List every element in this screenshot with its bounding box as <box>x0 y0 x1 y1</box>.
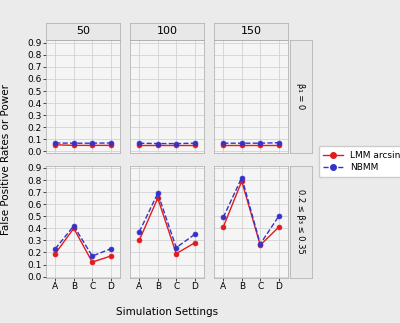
Text: False Positive Rates or Power: False Positive Rates or Power <box>1 84 11 234</box>
Legend: LMM arcsin, NBMM: LMM arcsin, NBMM <box>318 146 400 177</box>
Text: 150: 150 <box>240 26 262 36</box>
Text: 100: 100 <box>156 26 178 36</box>
Text: β₁ = 0: β₁ = 0 <box>296 83 306 109</box>
Text: Simulation Settings: Simulation Settings <box>116 307 218 317</box>
Text: 50: 50 <box>76 26 90 36</box>
Text: 0.2 ≤ β₃ ≤ 0.35: 0.2 ≤ β₃ ≤ 0.35 <box>296 189 306 254</box>
